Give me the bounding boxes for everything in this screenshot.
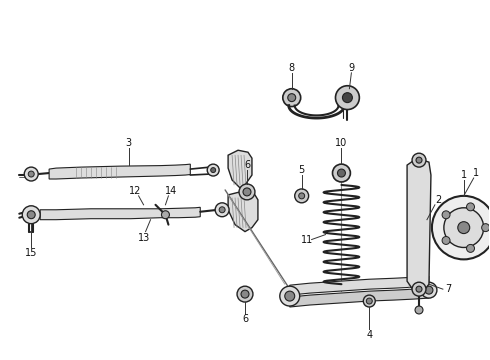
Circle shape [415,306,423,314]
Circle shape [466,244,474,252]
Text: 2: 2 [435,195,441,205]
Circle shape [288,94,295,102]
Circle shape [285,291,294,301]
Circle shape [416,286,422,292]
Circle shape [239,184,255,200]
Text: 6: 6 [244,160,250,170]
Circle shape [442,211,450,219]
Circle shape [283,89,301,107]
Circle shape [22,206,40,224]
Text: 1: 1 [473,168,479,178]
Circle shape [162,211,170,219]
Circle shape [363,295,375,307]
Circle shape [24,167,38,181]
Circle shape [442,237,450,244]
Circle shape [412,282,426,296]
Circle shape [432,196,490,260]
Circle shape [458,222,470,234]
Polygon shape [290,276,429,295]
Circle shape [294,189,309,203]
Polygon shape [228,150,252,188]
Text: 1: 1 [461,170,467,180]
Circle shape [421,282,437,298]
Circle shape [333,164,350,182]
Circle shape [444,208,484,247]
Text: 14: 14 [165,186,177,196]
Circle shape [416,157,422,163]
Circle shape [338,169,345,177]
Circle shape [367,298,372,304]
Circle shape [241,290,249,298]
Circle shape [27,211,35,219]
Circle shape [211,168,216,172]
Polygon shape [407,158,431,294]
Circle shape [299,193,305,199]
Circle shape [336,86,359,109]
Circle shape [215,203,229,217]
Polygon shape [228,190,258,231]
Circle shape [482,224,490,231]
Circle shape [412,153,426,167]
Circle shape [207,164,219,176]
Text: 6: 6 [242,314,248,324]
Circle shape [219,207,225,213]
Circle shape [466,203,474,211]
Circle shape [237,286,253,302]
Text: 11: 11 [300,234,313,244]
Text: 10: 10 [335,138,347,148]
Text: 12: 12 [129,186,142,196]
Polygon shape [49,164,190,179]
Text: 13: 13 [138,233,150,243]
Circle shape [343,93,352,103]
Polygon shape [40,207,200,220]
Circle shape [280,286,300,306]
Text: 8: 8 [289,63,295,73]
Polygon shape [290,288,429,307]
Circle shape [425,286,433,294]
Text: 15: 15 [25,248,37,258]
Circle shape [28,171,34,177]
Text: 4: 4 [366,330,372,340]
Circle shape [243,188,251,196]
Text: 5: 5 [298,165,305,175]
Text: 3: 3 [125,138,132,148]
Text: 9: 9 [348,63,354,73]
Text: 7: 7 [445,284,451,294]
